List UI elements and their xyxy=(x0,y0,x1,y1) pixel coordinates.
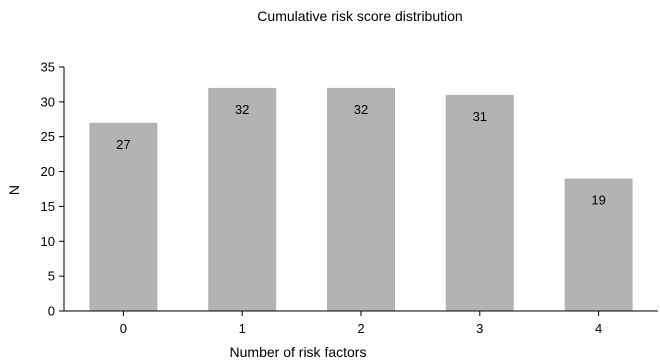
y-tick-label: 15 xyxy=(41,199,55,214)
y-tick-label: 25 xyxy=(41,129,55,144)
bar-4 xyxy=(564,178,633,311)
x-axis-ticks: 0 1 2 3 4 xyxy=(120,311,602,336)
chart-title: Cumulative risk score distribution xyxy=(257,8,462,24)
bar-data-label: 27 xyxy=(116,137,130,152)
bar-data-label: 32 xyxy=(235,102,249,117)
y-tick-label: 20 xyxy=(41,164,55,179)
x-tick-label: 3 xyxy=(476,321,483,336)
y-axis-label: N xyxy=(6,185,22,195)
y-tick-label: 30 xyxy=(41,94,55,109)
bar-data-label: 31 xyxy=(473,109,487,124)
x-axis-label: Number of risk factors xyxy=(230,344,367,360)
bar-data-label: 19 xyxy=(591,193,605,208)
bar-data-label: 32 xyxy=(354,102,368,117)
bar-3 xyxy=(445,94,514,311)
y-tick-label: 5 xyxy=(48,269,55,284)
y-axis-ticks: 0 5 10 15 20 25 30 35 xyxy=(41,60,64,319)
x-tick-label: 0 xyxy=(120,321,127,336)
bar-0 xyxy=(89,122,158,312)
y-tick-label: 35 xyxy=(41,60,55,75)
x-tick-label: 1 xyxy=(239,321,246,336)
bar-2 xyxy=(327,87,395,312)
y-tick-label: 10 xyxy=(41,234,55,249)
x-tick-label: 2 xyxy=(357,321,364,336)
y-tick-label: 0 xyxy=(48,304,55,319)
bar-1 xyxy=(208,87,277,312)
bars: 27 32 32 31 19 xyxy=(89,87,633,312)
x-tick-label: 4 xyxy=(595,321,602,336)
